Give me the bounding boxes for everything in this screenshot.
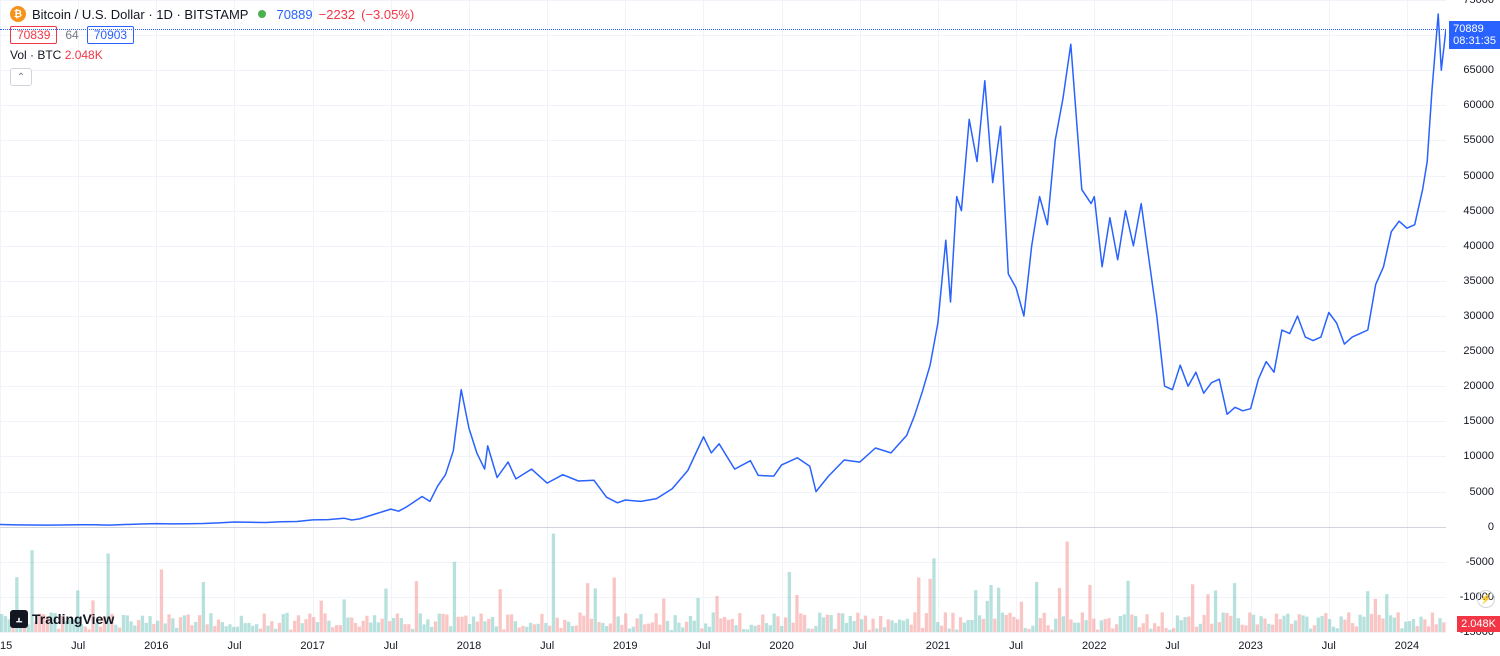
- x-tick-label: Jul: [71, 640, 85, 652]
- x-tick-label: 2018: [457, 640, 481, 652]
- collapse-button[interactable]: ⌃: [10, 68, 32, 86]
- market-open-dot: [258, 10, 266, 18]
- y-tick-label: 60000: [1463, 99, 1494, 111]
- x-tick-label: Jul: [1322, 640, 1336, 652]
- y-tick-label: 5000: [1470, 486, 1494, 498]
- x-tick-label: 2023: [1238, 640, 1262, 652]
- x-tick-label: Jul: [696, 640, 710, 652]
- y-tick-label: 10000: [1463, 450, 1494, 462]
- volume-value: 2.048K: [65, 48, 103, 62]
- price-line-chart: [0, 0, 1446, 632]
- x-tick-label: 2022: [1082, 640, 1106, 652]
- y-tick-label: 40000: [1463, 240, 1494, 252]
- badge-countdown: 08:31:35: [1453, 35, 1496, 47]
- x-tick-label: Jul: [853, 640, 867, 652]
- x-tick-label: 2019: [613, 640, 637, 652]
- y-tick-label: 50000: [1463, 170, 1494, 182]
- ohlc-row: 70839 64 70903: [10, 26, 134, 44]
- y-tick-label: 0: [1488, 521, 1494, 533]
- x-tick-label: Jul: [384, 640, 398, 652]
- y-tick-label: 45000: [1463, 205, 1494, 217]
- x-tick-label: Jul: [540, 640, 554, 652]
- tv-icon: ⫠: [10, 610, 28, 628]
- volume-label: Vol · BTC: [10, 48, 61, 62]
- bid-pill[interactable]: 70839: [10, 26, 57, 44]
- x-tick-label: 2020: [769, 640, 793, 652]
- x-tick-label: Jul: [227, 640, 241, 652]
- x-tick-label: 2016: [144, 640, 168, 652]
- y-tick-label: 55000: [1463, 134, 1494, 146]
- x-tick-label: 2024: [1395, 640, 1419, 652]
- volume-row: Vol · BTC 2.048K: [10, 48, 103, 62]
- x-tick-label: Jul: [1009, 640, 1023, 652]
- badge-price: 70889: [1453, 23, 1496, 35]
- x-axis[interactable]: 2015 Jul 2016 Jul 2017 Jul 2018 Jul 2019 Jul 2020 J…: [0, 632, 1446, 656]
- y-axis[interactable]: 7500070000650006000055000500004500040000…: [1446, 0, 1500, 632]
- spread-value: 64: [65, 28, 78, 42]
- x-tick-label: Jul: [1165, 640, 1179, 652]
- y-tick-label: -5000: [1466, 556, 1494, 568]
- logo-text: TradingView: [32, 611, 114, 627]
- ask-pill[interactable]: 70903: [87, 26, 134, 44]
- snapshot-icon[interactable]: ⚡: [1477, 590, 1495, 608]
- y-tick-label: 35000: [1463, 275, 1494, 287]
- last-price: 70889: [276, 7, 312, 22]
- y-tick-label: 20000: [1463, 380, 1494, 392]
- price-change-abs: −2232: [319, 7, 356, 22]
- chart-header: ₿ Bitcoin / U.S. Dollar · 1D · BITSTAMP …: [10, 6, 414, 22]
- y-tick-label: 25000: [1463, 345, 1494, 357]
- volume-badge: 2.048K: [1457, 616, 1500, 632]
- price-change-pct: (−3.05%): [361, 7, 414, 22]
- chart-container: ₿ Bitcoin / U.S. Dollar · 1D · BITSTAMP …: [0, 0, 1500, 656]
- y-tick-label: 15000: [1463, 415, 1494, 427]
- y-tick-label: 30000: [1463, 310, 1494, 322]
- bitcoin-icon: ₿: [10, 6, 26, 22]
- symbol-title[interactable]: Bitcoin / U.S. Dollar · 1D · BITSTAMP: [32, 7, 248, 22]
- x-tick-label: 2017: [300, 640, 324, 652]
- current-price-badge: 70889 08:31:35: [1449, 21, 1500, 49]
- tradingview-logo[interactable]: ⫠ TradingView: [10, 610, 114, 628]
- x-tick-label: 2015: [0, 640, 12, 652]
- y-tick-label: 75000: [1463, 0, 1494, 6]
- x-tick-label: 2021: [926, 640, 950, 652]
- y-tick-label: 65000: [1463, 64, 1494, 76]
